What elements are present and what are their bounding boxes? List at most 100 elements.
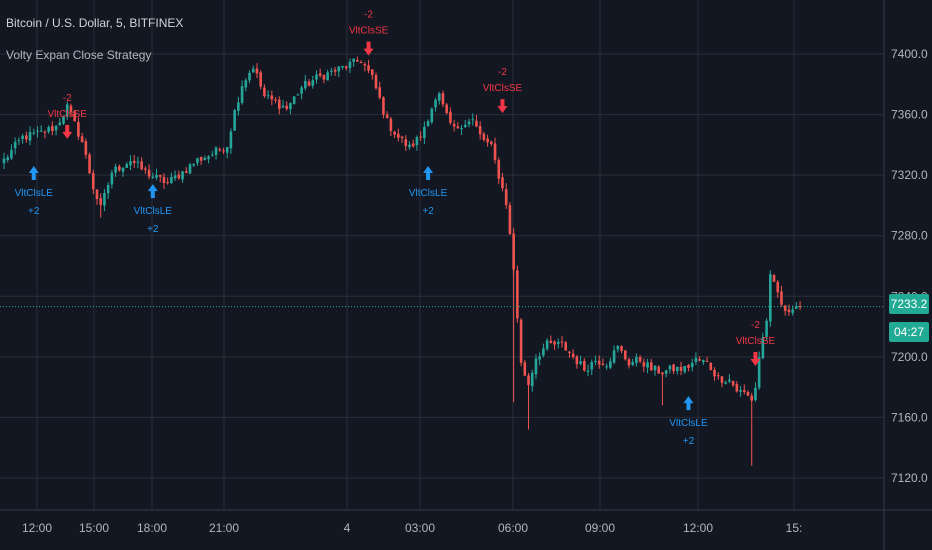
candle-body [393,131,396,135]
candle-body [683,366,687,372]
candle-body [385,114,389,119]
candle-body [51,125,54,131]
short-entry-arrow-icon [750,352,761,366]
candle-body [482,133,486,140]
candle-body [798,305,802,307]
candle-body [374,75,378,89]
candle-body [6,157,10,161]
candle-body [612,350,616,363]
candle-body [441,93,445,105]
short-entry-arrow-icon [363,41,374,56]
candle-body [330,70,333,72]
candle-body [690,362,694,368]
candle-body [605,366,608,368]
candle-body [419,136,422,138]
candle-body [315,74,318,80]
candle-body [196,158,199,163]
candle-body [397,133,400,138]
candle-body [341,65,344,68]
candle-body [307,81,311,86]
candle-body [80,136,84,143]
candle-body [25,135,28,140]
candle-body [129,161,132,166]
candle-body [445,104,448,114]
candle-body [791,309,794,313]
candle-body [757,357,761,388]
candle-body [586,370,590,372]
candle-body [694,357,698,362]
candle-body [110,172,114,185]
candle-body [28,131,32,141]
candle-body [724,382,727,384]
candle-body [292,96,296,104]
candle-body [720,376,724,383]
candle-body [144,168,147,170]
candle-body [240,86,244,103]
x-tick-label: 15:00 [79,521,109,535]
x-tick-label: 03:00 [405,521,435,535]
candle-body [199,156,203,161]
candle-body [523,362,527,376]
candle-body [486,138,489,143]
candle-body [274,99,277,101]
candle-body [716,375,720,377]
candle-body [251,68,255,73]
candle-body [780,291,783,305]
candle-body [765,320,768,337]
candle-body [225,147,229,153]
candle-body [136,161,140,163]
candle-body [568,351,571,354]
candle-body [638,357,642,362]
candle-body [248,72,251,81]
candle-body [434,99,437,108]
x-tick-label: 15: [786,521,803,535]
candle-body [237,102,240,111]
candle-body [166,182,169,184]
candle-body [356,60,359,62]
candle-body [783,305,787,311]
candle-body [609,361,612,368]
candle-body [769,274,772,322]
long-entry-qty: +2 [28,206,40,217]
short-entry-qty: -2 [63,93,72,104]
candle-body [285,105,289,109]
short-entry-label: VltClsSE [483,83,523,94]
candle-body [597,360,601,365]
short-entry-qty: -2 [364,10,373,21]
candle-body [95,189,99,200]
candle-body [155,174,158,178]
candle-body [184,171,188,173]
candles [2,56,802,466]
candle-body [556,341,560,344]
candle-body [668,365,672,370]
candle-body [411,143,415,147]
candle-body [54,125,58,131]
candle-body [713,369,716,377]
candle-body [203,158,207,161]
candle-body [118,166,121,171]
candle-body [594,360,597,362]
long-entry-arrow-icon [683,396,694,411]
candle-body [99,198,103,205]
short-entry-label: VltClsSE [736,336,776,347]
x-tick-label: 09:00 [585,521,615,535]
symbol-title[interactable]: Bitcoin / U.S. Dollar, 5, BITFINEX [6,16,184,30]
candle-body [739,389,742,392]
short-entry-qty: -2 [498,67,507,78]
candle-body [177,174,181,179]
candle-body [106,184,110,194]
candle-body [430,108,434,123]
candle-body [125,164,129,168]
y-tick-label: 7400.0 [891,47,928,61]
candle-body [304,80,307,89]
long-entry-qty: +2 [147,224,159,235]
candle-body [731,380,735,386]
x-tick-label: 06:00 [498,521,528,535]
candle-body [17,140,21,142]
candle-body [635,357,638,363]
candle-body [456,126,460,129]
study-title[interactable]: Volty Expan Close Strategy [6,48,152,62]
candle-body [69,105,73,113]
